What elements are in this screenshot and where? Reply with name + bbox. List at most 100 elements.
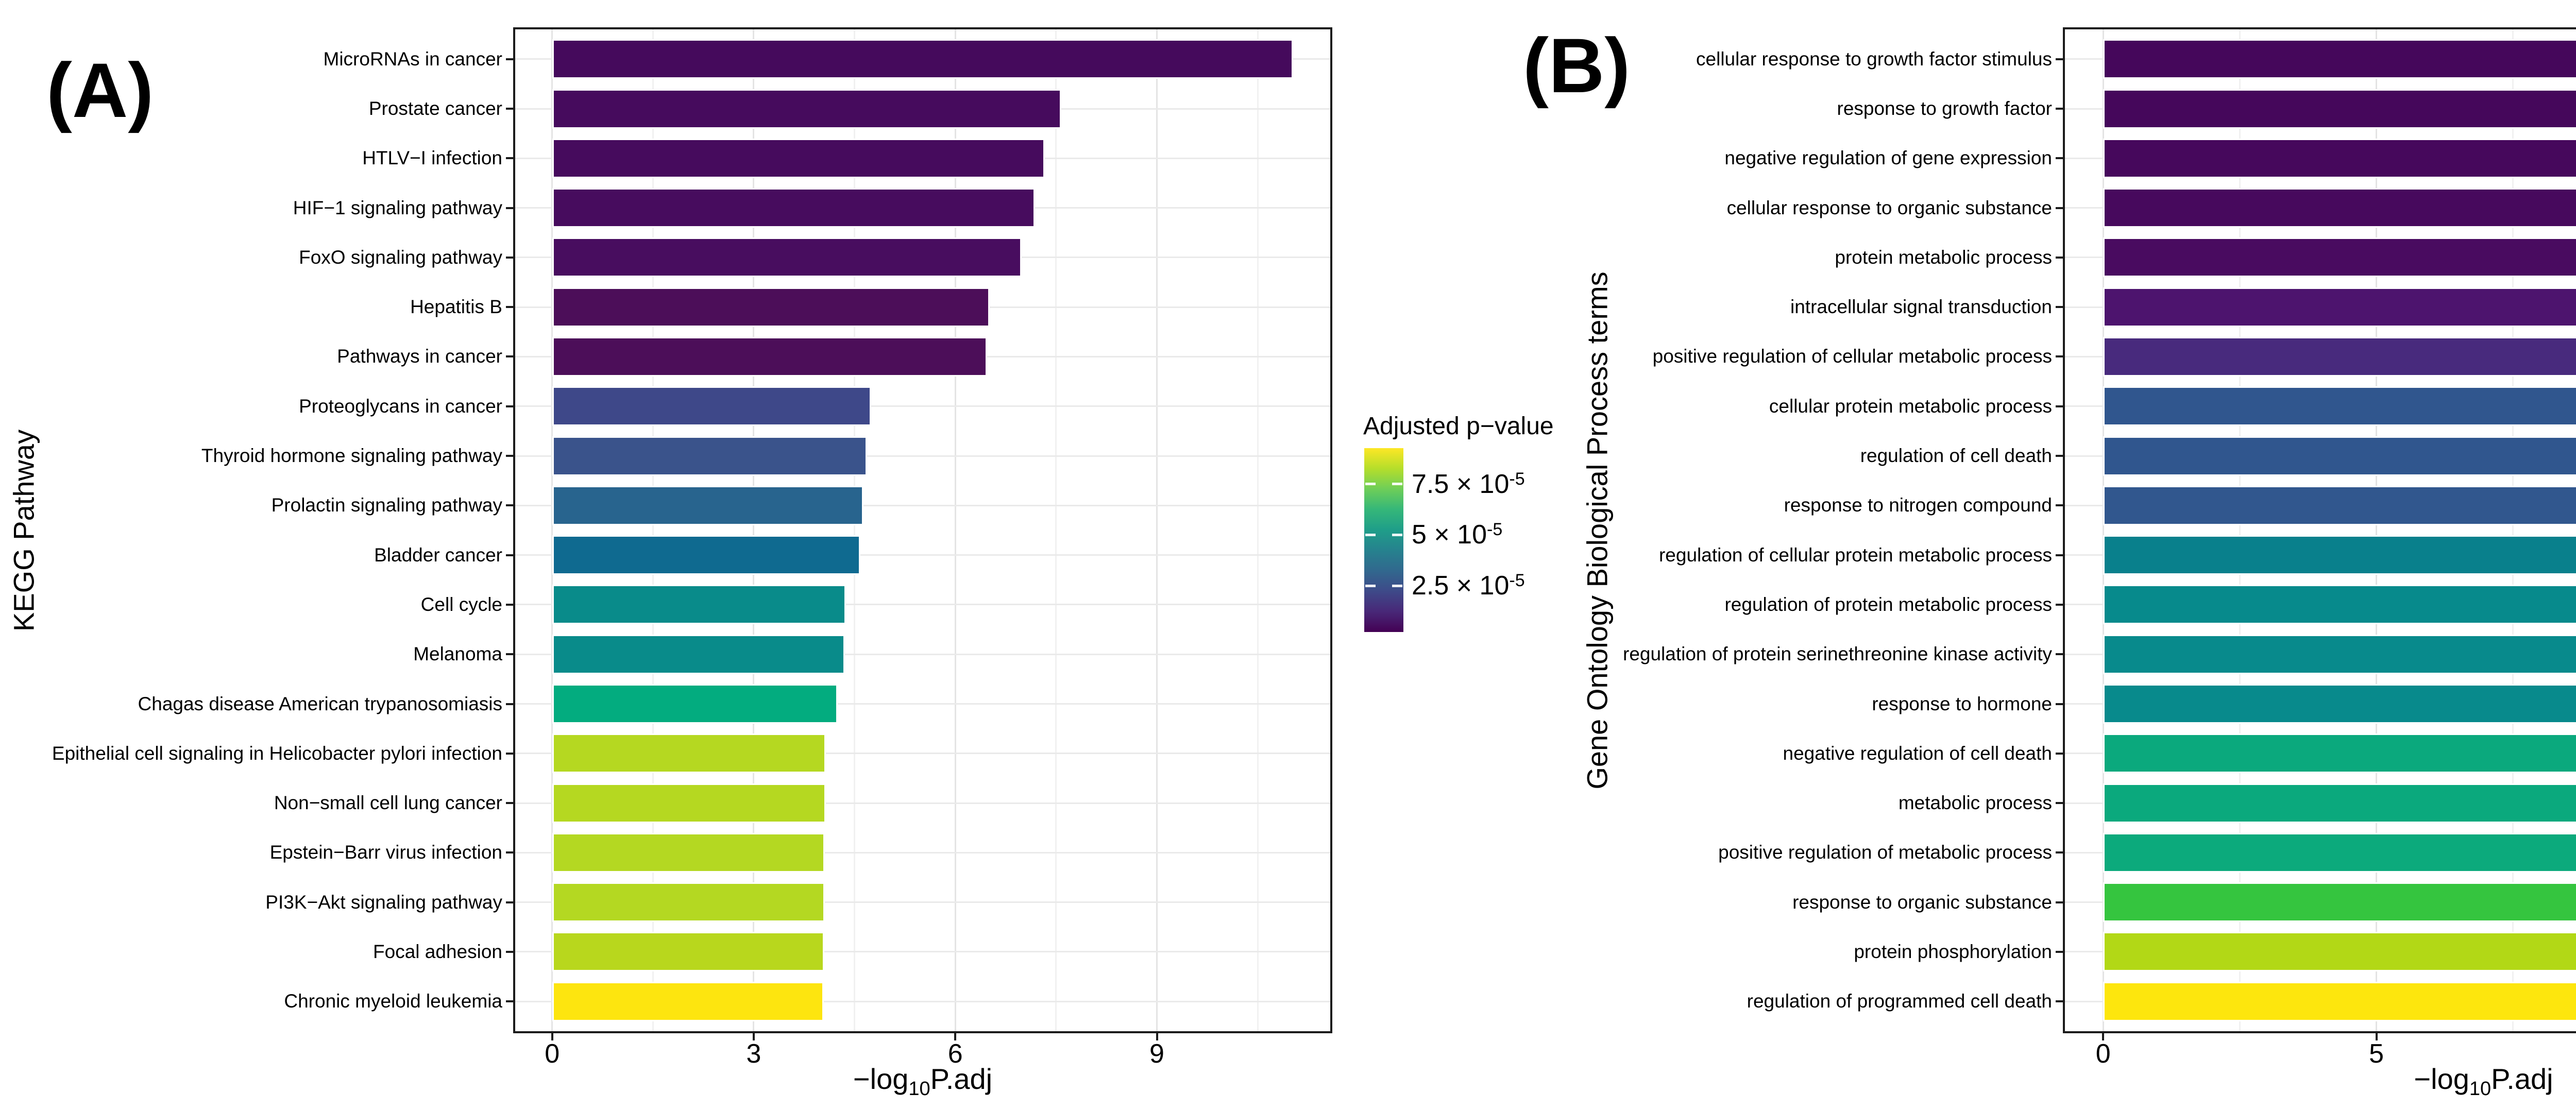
bar bbox=[552, 684, 838, 724]
y-tick bbox=[2056, 603, 2065, 606]
y-tick bbox=[506, 207, 515, 209]
x-tick-label: 9 bbox=[1149, 1039, 1164, 1069]
bar bbox=[552, 932, 824, 972]
category-label: protein metabolic process bbox=[1835, 246, 2052, 268]
bar bbox=[2103, 783, 2576, 823]
category-label: regulation of protein serinethreonine ki… bbox=[1623, 643, 2052, 665]
x-axis-title-post: P.adj bbox=[930, 1063, 993, 1095]
x-axis-title-pre: −log bbox=[2414, 1063, 2469, 1095]
category-label: Chronic myeloid leukemia bbox=[284, 991, 502, 1012]
gridline-row bbox=[515, 504, 1330, 506]
category-label: regulation of cellular protein metabolic… bbox=[1658, 544, 2052, 566]
y-tick bbox=[2056, 851, 2065, 854]
x-tick-label: 5 bbox=[2369, 1039, 2384, 1069]
x-tick bbox=[2375, 1031, 2378, 1040]
y-tick bbox=[506, 752, 515, 755]
category-label: response to nitrogen compound bbox=[1784, 494, 2052, 516]
legend-tick-exponent: -5 bbox=[1509, 469, 1525, 489]
gridline-minor bbox=[854, 29, 856, 1031]
gridline-row bbox=[515, 901, 1330, 903]
category-label: PI3K−Akt signaling pathway bbox=[265, 891, 502, 913]
y-tick bbox=[2056, 950, 2065, 953]
category-label: negative regulation of cell death bbox=[1783, 742, 2052, 764]
y-tick bbox=[2056, 504, 2065, 507]
legend-tick-base: 2.5 × 10 bbox=[1412, 571, 1510, 601]
y-tick bbox=[2056, 554, 2065, 556]
x-tick bbox=[551, 1031, 553, 1040]
y-tick bbox=[506, 653, 515, 656]
category-label: Pathways in cancer bbox=[337, 346, 502, 367]
y-tick bbox=[506, 1000, 515, 1003]
category-label: Hepatitis B bbox=[410, 296, 502, 318]
bar bbox=[552, 138, 1045, 178]
x-axis-title-a: −log10P.adj bbox=[853, 1062, 993, 1100]
bar bbox=[552, 39, 1294, 79]
bar bbox=[552, 237, 1022, 278]
bar bbox=[2103, 932, 2576, 972]
colorbar-tick bbox=[1392, 533, 1402, 536]
category-label: Proteoglycans in cancer bbox=[299, 395, 502, 417]
category-label: Prostate cancer bbox=[368, 98, 502, 119]
y-tick bbox=[2056, 752, 2065, 755]
legend-tick-exponent: -5 bbox=[1487, 520, 1503, 540]
category-label: response to hormone bbox=[1872, 693, 2052, 714]
bar bbox=[552, 336, 987, 377]
y-tick bbox=[2056, 455, 2065, 457]
y-tick bbox=[2056, 703, 2065, 705]
legend-tick-exponent: -5 bbox=[1509, 571, 1525, 591]
category-label: MicroRNAs in cancer bbox=[323, 48, 502, 70]
x-axis-title-post: P.adj bbox=[2491, 1063, 2553, 1095]
panel-a-label: (A) bbox=[46, 47, 154, 133]
y-tick bbox=[2056, 653, 2065, 656]
legend-tick-label: 7.5 × 10-5 bbox=[1412, 469, 1525, 500]
y-tick bbox=[506, 603, 515, 606]
category-label: response to organic substance bbox=[1792, 891, 2052, 913]
gridline-major bbox=[2102, 29, 2104, 1031]
gridline-row bbox=[515, 851, 1330, 853]
bar bbox=[2103, 386, 2576, 426]
y-tick bbox=[506, 901, 515, 903]
bar bbox=[2103, 89, 2576, 129]
bar bbox=[2103, 981, 2576, 1021]
category-label: protein phosphorylation bbox=[1854, 941, 2052, 962]
gridline-minor bbox=[2512, 29, 2514, 1031]
category-label: regulation of cell death bbox=[1860, 445, 2052, 467]
y-tick bbox=[506, 950, 515, 953]
colorbar-tick bbox=[1392, 483, 1402, 486]
legend-title-a: Adjusted p−value bbox=[1363, 413, 1554, 440]
bar bbox=[2103, 336, 2576, 377]
legend-tick-base: 7.5 × 10 bbox=[1412, 469, 1510, 499]
y-tick bbox=[2056, 58, 2065, 60]
y-tick bbox=[2056, 901, 2065, 903]
y-tick bbox=[2056, 108, 2065, 110]
legend-tick-label: 2.5 × 10-5 bbox=[1412, 570, 1525, 601]
bar bbox=[552, 89, 1062, 129]
bar bbox=[2103, 684, 2576, 724]
category-label: Thyroid hormone signaling pathway bbox=[201, 445, 502, 467]
gridline-minor bbox=[1055, 29, 1057, 1031]
category-label: Cell cycle bbox=[420, 593, 502, 615]
bar bbox=[552, 832, 825, 873]
category-label: cellular response to organic substance bbox=[1726, 197, 2052, 218]
legend-tick-base: 5 × 10 bbox=[1412, 520, 1487, 550]
category-label: FoxO signaling pathway bbox=[299, 246, 502, 268]
bar bbox=[552, 188, 1036, 228]
gridline-row bbox=[515, 554, 1330, 556]
gridline-row bbox=[515, 405, 1330, 407]
y-tick bbox=[2056, 157, 2065, 160]
y-tick bbox=[2056, 802, 2065, 805]
y-tick bbox=[506, 802, 515, 805]
category-label: negative regulation of gene expression bbox=[1724, 147, 2052, 169]
bar bbox=[2103, 138, 2576, 178]
x-tick-label: 0 bbox=[545, 1039, 560, 1069]
category-label: Non−small cell lung cancer bbox=[274, 792, 502, 814]
bar bbox=[2103, 39, 2576, 79]
category-label: positive regulation of cellular metaboli… bbox=[1652, 346, 2052, 367]
category-label: positive regulation of metabolic process bbox=[1718, 842, 2052, 863]
colorbar-tick bbox=[1365, 584, 1376, 587]
y-tick bbox=[506, 851, 515, 854]
category-label: Bladder cancer bbox=[374, 544, 502, 566]
bar bbox=[2103, 287, 2576, 327]
x-tick bbox=[2102, 1031, 2105, 1040]
